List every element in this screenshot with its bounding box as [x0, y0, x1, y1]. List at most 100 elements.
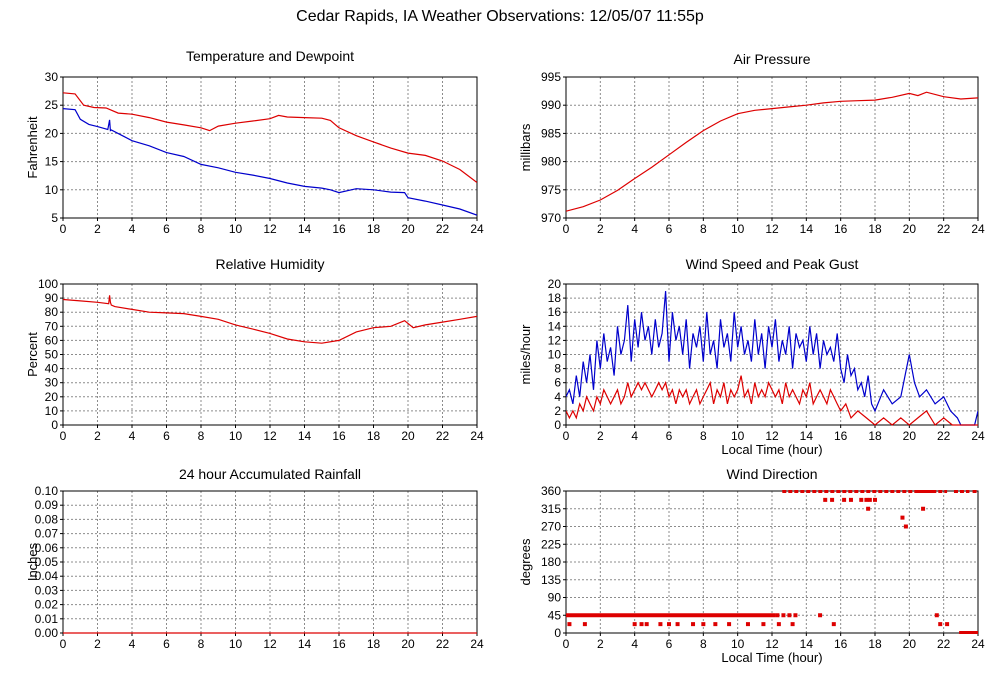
- direction-point: [691, 622, 696, 627]
- wind-ytick-label: 14: [548, 319, 562, 333]
- temp-ytick-label: 15: [45, 155, 59, 169]
- pressure-xtick-label: 16: [834, 222, 848, 236]
- wind-xtick-label: 2: [597, 429, 604, 443]
- temp-xtick-label: 0: [60, 222, 67, 236]
- pressure-data: [566, 91, 978, 212]
- humidity-series-0-line: [63, 295, 477, 344]
- direction-xtick-label: 14: [800, 637, 814, 651]
- rain-ytick-label: 0.07: [35, 527, 59, 541]
- humidity-ytick-label: 100: [38, 277, 58, 291]
- humidity-ytick-label: 50: [45, 348, 59, 362]
- direction-point: [701, 622, 706, 627]
- rain-ytick-label: 0.06: [35, 541, 59, 555]
- temp-xtick-label: 6: [163, 222, 170, 236]
- wind-ytick-label: 4: [554, 390, 561, 404]
- direction-point: [830, 497, 835, 502]
- pressure-xtick-label: 24: [971, 222, 985, 236]
- direction-point: [818, 613, 823, 618]
- wind-xtick-label: 6: [666, 429, 673, 443]
- direction-point: [859, 497, 864, 502]
- rain-xtick-label: 6: [163, 637, 170, 651]
- pressure-ytick-label: 975: [541, 183, 561, 197]
- pressure-xtick-label: 2: [597, 222, 604, 236]
- direction-point: [972, 490, 977, 493]
- wind-ytick-label: 16: [548, 305, 562, 319]
- temp-title: Temperature and Dewpoint: [186, 48, 354, 64]
- temp-series-1-line: [63, 108, 477, 216]
- direction-xtick-label: 6: [666, 637, 673, 651]
- direction-xtick-label: 18: [868, 637, 882, 651]
- direction-point: [864, 497, 869, 502]
- rain-xtick-label: 4: [129, 637, 136, 651]
- wind-xtick-label: 10: [731, 429, 745, 443]
- rain-xtick-label: 16: [332, 637, 346, 651]
- wind-xtick-label: 18: [868, 429, 882, 443]
- direction-point: [667, 622, 671, 627]
- rain-ytick-label: 0.01: [35, 612, 59, 626]
- rain-xtick-label: 12: [263, 637, 277, 651]
- wind-xtick-label: 12: [765, 429, 779, 443]
- wind-ytick-label: 8: [554, 362, 561, 376]
- humidity-ytick-label: 80: [45, 305, 59, 319]
- direction-point: [713, 622, 718, 627]
- direction-point: [639, 622, 644, 627]
- direction-data: [566, 490, 978, 634]
- pressure-xtick-label: 14: [800, 222, 814, 236]
- pressure-ytick-label: 985: [541, 126, 561, 140]
- humidity-ylabel: Percent: [25, 332, 40, 377]
- humidity-title: Relative Humidity: [216, 256, 325, 272]
- humidity-xtick-label: 14: [298, 429, 312, 443]
- direction-point: [938, 622, 943, 627]
- humidity-xtick-label: 22: [436, 429, 450, 443]
- humidity-data: [63, 295, 477, 344]
- rain-ylabel: Inches: [25, 542, 40, 581]
- temp-xtick-label: 4: [129, 222, 136, 236]
- humidity-xtick-label: 12: [263, 429, 277, 443]
- direction-point: [934, 613, 939, 618]
- humidity-ytick-label: 0: [51, 418, 58, 432]
- direction-point: [900, 515, 905, 520]
- direction-point: [903, 524, 908, 529]
- rain-ytick-label: 0.08: [35, 512, 59, 526]
- wind-series-1-line: [566, 375, 978, 426]
- wind-xtick-label: 16: [834, 429, 848, 443]
- direction-ytick-label: 270: [541, 520, 561, 534]
- rain-ytick-label: 0.03: [35, 583, 59, 597]
- humidity-ytick-label: 30: [45, 376, 59, 390]
- pressure-xtick-label: 10: [731, 222, 745, 236]
- direction-point: [823, 497, 828, 502]
- direction-title: Wind Direction: [726, 466, 817, 482]
- humidity-ytick-label: 10: [45, 404, 59, 418]
- pressure-xtick-label: 18: [868, 222, 882, 236]
- direction-point: [745, 622, 750, 627]
- humidity-xtick-label: 10: [229, 429, 243, 443]
- temp-xtick-label: 20: [401, 222, 415, 236]
- direction-ytick-label: 315: [541, 502, 561, 516]
- direction-ylabel: degrees: [518, 538, 533, 585]
- direction-ytick-label: 225: [541, 537, 561, 551]
- direction-xlabel: Local Time (hour): [721, 650, 822, 665]
- wind-ytick-label: 10: [548, 348, 562, 362]
- direction-xtick-label: 12: [765, 637, 779, 651]
- direction-ytick-label: 0: [554, 626, 561, 640]
- humidity-xtick-label: 2: [94, 429, 101, 443]
- direction-point: [658, 622, 663, 627]
- rain-title: 24 hour Accumulated Rainfall: [179, 466, 361, 482]
- pressure-ytick-label: 980: [541, 155, 561, 169]
- wind-xtick-label: 20: [903, 429, 917, 443]
- wind-data: [566, 291, 978, 426]
- rain-xtick-label: 2: [94, 637, 101, 651]
- humidity-ytick-label: 20: [45, 390, 59, 404]
- rain-ytick-label: 0.02: [35, 598, 59, 612]
- direction-point: [873, 497, 877, 502]
- humidity-ytick-label: 90: [45, 291, 59, 305]
- wind-title: Wind Speed and Peak Gust: [686, 256, 859, 272]
- rain-xtick-label: 10: [229, 637, 243, 651]
- humidity-xtick-label: 0: [60, 429, 67, 443]
- pressure-xtick-label: 4: [631, 222, 638, 236]
